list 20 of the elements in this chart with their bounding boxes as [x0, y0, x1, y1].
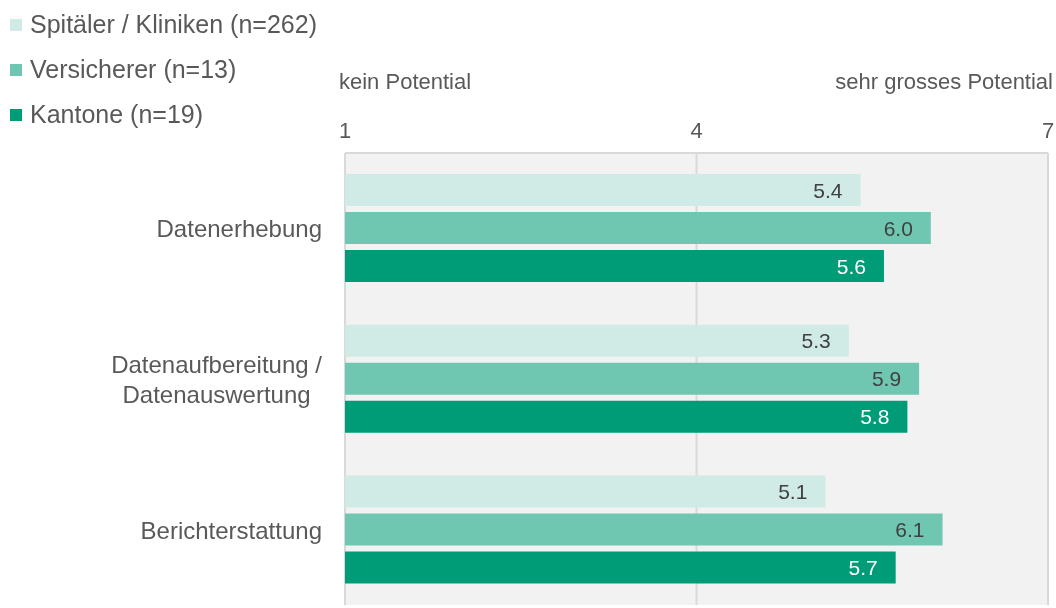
- data-label: 6.1: [895, 517, 925, 541]
- data-label: 6.0: [883, 216, 913, 240]
- text: sehr grosses Potential: [835, 69, 1053, 94]
- legend-label: Versicherer (n=13): [30, 55, 237, 84]
- y-tick-label: Berichterstattung: [140, 516, 322, 544]
- data-label: 5.9: [871, 367, 902, 391]
- x-tick-label: 4: [690, 118, 703, 143]
- data-label: 5.7: [848, 555, 878, 579]
- data-label: 5.4: [813, 178, 843, 202]
- x-tick-label: 7: [1041, 118, 1055, 143]
- x-tick-label: 1: [338, 118, 352, 143]
- y-tick-label: Datenaufbereitung / Datenauswertung: [111, 350, 323, 408]
- data-label: 5.3: [801, 329, 831, 353]
- y-tick-label: Datenerhebung: [156, 214, 322, 242]
- legend-label: Kantone (n=19): [30, 100, 204, 129]
- data-label: 5.8: [860, 405, 890, 429]
- legend-label: Spitäler / Kliniken (n=262): [30, 10, 317, 39]
- text: kein Potential: [339, 69, 472, 94]
- data-label: 5.6: [836, 254, 866, 278]
- data-label: 5.1: [778, 479, 808, 503]
